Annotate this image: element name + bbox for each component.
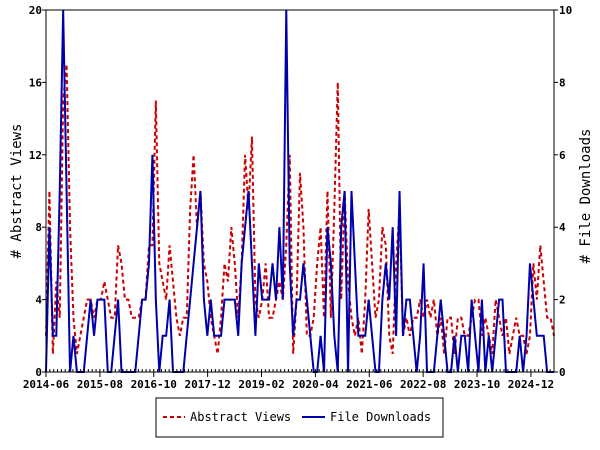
x-tick-label: 2023-10 bbox=[454, 378, 500, 391]
legend-label-abstract-views: Abstract Views bbox=[190, 410, 291, 424]
y-left-tick-label: 8 bbox=[35, 221, 42, 234]
y-right-tick-label: 4 bbox=[559, 221, 566, 234]
x-tick-label: 2016-10 bbox=[131, 378, 177, 391]
y-left-tick-label: 4 bbox=[35, 294, 42, 307]
y-left-axis-title: # Abstract Views bbox=[9, 124, 25, 259]
y-right-tick-label: 2 bbox=[559, 294, 566, 307]
y-left-tick-label: 20 bbox=[29, 4, 42, 17]
x-tick-label: 2014-06 bbox=[23, 378, 70, 391]
plot-frame bbox=[45, 9, 555, 373]
x-tick-label: 2017-12 bbox=[184, 378, 230, 391]
y-right-tick-label: 8 bbox=[559, 76, 566, 89]
series-layer bbox=[45, 9, 555, 373]
y-left-tick-label: 12 bbox=[29, 149, 42, 162]
x-tick-label: 2019-02 bbox=[238, 378, 284, 391]
x-tick-label: 2022-08 bbox=[400, 378, 446, 391]
x-tick-label: 2015-08 bbox=[77, 378, 123, 391]
y-left-tick-label: 16 bbox=[29, 76, 43, 89]
x-tick-label: 2020-04 bbox=[292, 378, 339, 391]
y-right-tick-label: 0 bbox=[559, 366, 566, 379]
series-line-abstract-views bbox=[45, 64, 555, 355]
y-right-axis-title: # File Downloads bbox=[578, 129, 594, 264]
y-right-tick-label: 6 bbox=[559, 149, 566, 162]
axis-layer: 2014-06 2015-08 2016-10 2017-12 2019-02 2020-… bbox=[23, 4, 572, 391]
y-right-tick-label: 10 bbox=[559, 4, 572, 17]
legend-label-file-downloads: File Downloads bbox=[330, 410, 431, 424]
legend: Abstract Views File Downloads bbox=[155, 397, 444, 438]
legend-box bbox=[155, 397, 444, 438]
x-tick-label: 2021-06 bbox=[346, 378, 393, 391]
series-line-file-downloads bbox=[45, 9, 554, 373]
x-tick-label: 2024-12 bbox=[508, 378, 554, 391]
y-left-tick-label: 0 bbox=[35, 366, 42, 379]
